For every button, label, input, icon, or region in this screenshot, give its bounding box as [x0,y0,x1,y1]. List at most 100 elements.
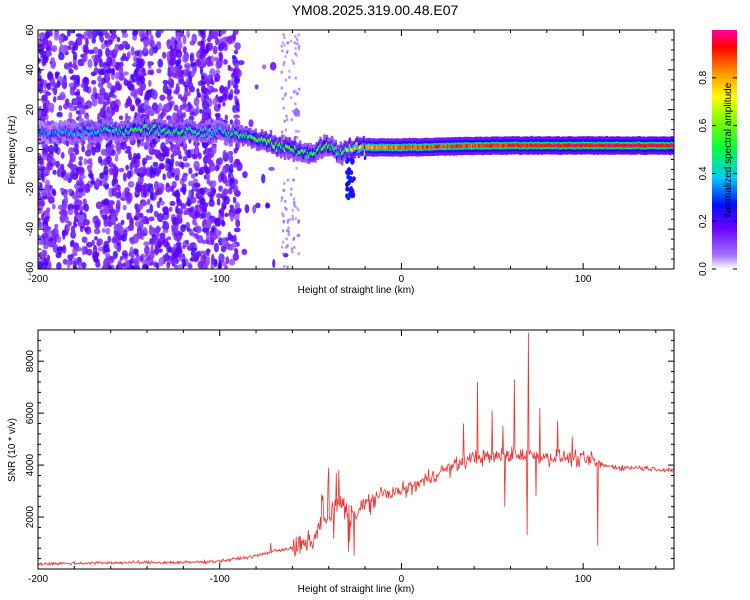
heatmap-cell [169,200,176,207]
heatmap-cell [611,143,615,148]
heatmap-cell [199,128,203,136]
heatmap-cell [225,256,230,265]
heatmap-cell [99,128,102,136]
heatmap-cell [91,98,98,107]
heatmap-cell [357,146,360,151]
heatmap-cell [643,144,647,148]
heatmap-cell [571,143,574,148]
heatmap-cell [503,143,507,148]
heatmap-cell [114,127,117,131]
heatmap-cell [475,143,479,148]
heatmap-cell [135,154,141,160]
heatmap-cell [69,170,75,178]
heatmap-cell [480,144,484,148]
heatmap-cell [156,151,161,160]
heatmap-cell [81,245,86,256]
heatmap-cell [92,126,96,131]
heatmap-cell [529,143,532,148]
heatmap-cell [585,143,588,148]
heatmap-cell [555,143,559,148]
heatmap-cell [206,107,212,113]
heatmap-cell [294,34,297,39]
heatmap-cell [371,146,374,150]
y-tick-label: 8000 [25,350,36,373]
heatmap-cell [530,143,533,147]
heatmap-cell [436,145,439,149]
heatmap-cell [296,42,299,46]
snr-background [38,330,674,569]
heatmap-cell [286,178,290,182]
heatmap-cell [127,181,135,188]
heatmap-cell [305,155,308,159]
heatmap-cell [97,48,103,58]
heatmap-cell [428,145,432,149]
heatmap-cell [135,184,143,193]
heatmap-cell [664,144,667,148]
heatmap-cell [67,203,72,211]
heatmap-cell [61,229,66,236]
heatmap-cell [539,143,542,148]
heatmap-cell [80,129,83,138]
heatmap-cell [348,144,352,152]
heatmap-cell [124,191,131,198]
heatmap-cell [474,143,477,148]
heatmap-cell [203,133,207,137]
heatmap-cell [346,180,351,186]
heatmap-cell [81,126,84,131]
heatmap-cell [172,151,178,157]
heatmap-cell [657,144,661,148]
heatmap-cell [660,143,663,148]
heatmap-cell [349,147,353,152]
heatmap-cell [216,128,219,133]
heatmap-cell [38,32,45,37]
heatmap-cell [170,100,175,106]
heatmap-cell [255,138,259,143]
heatmap-cell [235,101,240,112]
heatmap-cell [236,132,240,137]
heatmap-cell [223,59,228,65]
heatmap-cell [334,146,338,150]
heatmap-cell [66,30,71,37]
heatmap-cell [128,151,132,161]
heatmap-cell [215,69,221,74]
heatmap-cell [135,208,141,218]
heatmap-cell [295,107,298,111]
heatmap-cell [535,143,539,148]
heatmap-cell [265,137,269,145]
heatmap-cell [309,147,312,155]
heatmap-cell [332,146,335,150]
heatmap-cell [162,51,167,59]
heatmap-cell [215,132,218,136]
heatmap-cell [410,145,414,150]
heatmap-cell [97,98,102,105]
heatmap-cell [221,219,225,227]
heatmap-cell [38,110,42,117]
heatmap-cell [156,41,162,47]
heatmap-cell [519,144,522,148]
heatmap-cell [62,44,69,54]
heatmap-cell [76,126,79,135]
y-tick-label: 6000 [25,402,36,425]
heatmap-cell [51,87,58,92]
snr-panel: -200 -100 0 100 2000 4000 6000 8000 Height of s… [7,329,675,595]
heatmap-cell [93,251,100,258]
heatmap-cell [71,227,76,237]
heatmap-cell [433,144,437,149]
heatmap-cell [69,87,76,96]
heatmap-cell [97,31,104,37]
heatmap-cell [210,54,215,65]
heatmap-cell [122,52,127,59]
heatmap-cell [281,142,284,150]
heatmap-cell [179,186,187,193]
heatmap-cell [180,224,187,233]
heatmap-cell [152,43,156,48]
heatmap-cell [566,143,569,148]
heatmap-cell [188,104,193,110]
heatmap-cell [212,45,218,55]
heatmap-cell [441,144,444,149]
heatmap-cell [187,127,190,132]
heatmap-cell [487,144,490,148]
heatmap-cell [233,234,237,245]
heatmap-cell [94,219,101,230]
heatmap-cell [166,130,170,134]
